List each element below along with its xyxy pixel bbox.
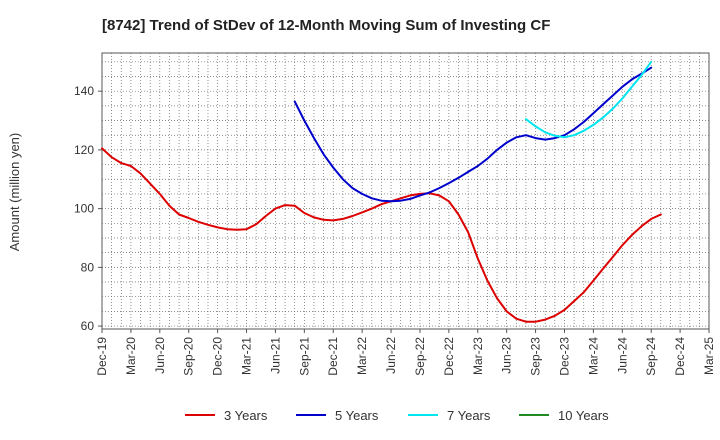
x-tick-label: Mar-25 <box>702 337 716 375</box>
x-tick-label: Dec-24 <box>673 337 687 376</box>
x-tick-label: Dec-21 <box>326 337 340 376</box>
x-tick-label: Sep-22 <box>413 337 427 376</box>
y-axis-label: Amount (million yen) <box>7 133 22 252</box>
x-tick-label: Mar-23 <box>471 337 485 375</box>
x-tick-label: Sep-21 <box>297 337 311 376</box>
legend-label: 3 Years <box>224 408 268 423</box>
x-tick-label: Dec-19 <box>95 337 109 376</box>
series-line-2 <box>293 66 653 203</box>
chart-title: [8742] Trend of StDev of 12-Month Moving… <box>102 17 550 34</box>
x-tick-label: Mar-22 <box>355 337 369 375</box>
legend-label: 10 Years <box>558 408 609 423</box>
y-tick-label: 140 <box>74 84 94 98</box>
gridlines <box>101 53 710 329</box>
x-tick-label: Dec-22 <box>442 337 456 376</box>
x-tick-label: Dec-20 <box>211 337 225 376</box>
y-tick-label: 80 <box>81 260 95 274</box>
x-tick-label: Dec-23 <box>557 337 571 376</box>
x-tick-label: Jun-22 <box>384 337 398 374</box>
series-lines <box>101 60 662 323</box>
x-tick-label: Sep-23 <box>529 337 543 376</box>
x-axis-ticks: Dec-19 Mar-20 Jun-20 Sep-20 Dec-20 Mar-21 Jun-… <box>95 329 716 376</box>
y-tick-label: 60 <box>81 319 95 333</box>
x-tick-label: Jun-24 <box>615 337 629 374</box>
series-line-1 <box>101 147 662 323</box>
x-tick-label: Sep-24 <box>644 337 658 376</box>
x-tick-label: Sep-20 <box>182 337 196 376</box>
plot-area <box>101 52 710 330</box>
x-tick-label: Mar-21 <box>240 337 254 375</box>
x-tick-label: Mar-24 <box>586 337 600 375</box>
y-axis-ticks: 60 80 100 120 140 <box>74 84 102 333</box>
legend-label: 5 Years <box>335 408 379 423</box>
y-tick-label: 120 <box>74 143 94 157</box>
legend: 3 Years 5 Years 7 Years 10 Years <box>185 408 609 423</box>
series-line-3 <box>524 60 653 139</box>
y-tick-label: 100 <box>74 202 94 216</box>
legend-label: 7 Years <box>447 408 491 423</box>
x-tick-label: Jun-21 <box>268 337 282 374</box>
x-tick-label: Jun-20 <box>153 337 167 374</box>
x-tick-label: Mar-20 <box>124 337 138 375</box>
x-tick-label: Jun-23 <box>500 337 514 374</box>
